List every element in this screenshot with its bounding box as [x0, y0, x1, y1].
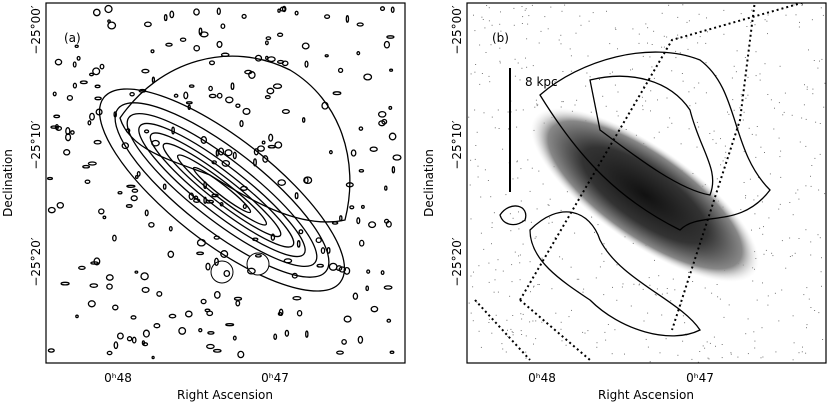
- x-axis-label: Right Ascension: [177, 388, 273, 402]
- y-tick-label: −25°00′: [29, 5, 43, 55]
- y-tick-label: −25°00′: [450, 5, 464, 55]
- contour-map: [46, 4, 402, 360]
- frame: [45, 2, 406, 364]
- x-tick-label: 0ʰ47: [261, 371, 289, 385]
- y-tick-label: −25°10′: [29, 120, 43, 170]
- x-tick-label: 0ʰ48: [104, 371, 132, 385]
- panel-label: (a): [64, 31, 81, 45]
- image-map: [468, 3, 826, 363]
- y-tick-label: −25°20′: [450, 237, 464, 287]
- y-tick-label: −25°10′: [450, 120, 464, 170]
- frame: [466, 2, 827, 364]
- scale-bar-label: 8 kpc: [525, 75, 558, 89]
- x-tick-label: 0ʰ48: [528, 371, 556, 385]
- y-axis-label: Declination: [422, 149, 436, 217]
- x-axis-label: Right Ascension: [598, 388, 694, 402]
- y-axis-label: Declination: [1, 149, 15, 217]
- panel-label: (b): [492, 31, 509, 45]
- panel-a: (a) 0ʰ48 0ʰ47 Right Ascension −25°00′ −2…: [1, 2, 406, 402]
- x-tick-label: 0ʰ47: [686, 371, 714, 385]
- y-tick-label: −25°20′: [29, 237, 43, 287]
- panel-b: 8 kpc (b) 0ʰ48 0ʰ47 Right Ascension −25°…: [422, 2, 827, 402]
